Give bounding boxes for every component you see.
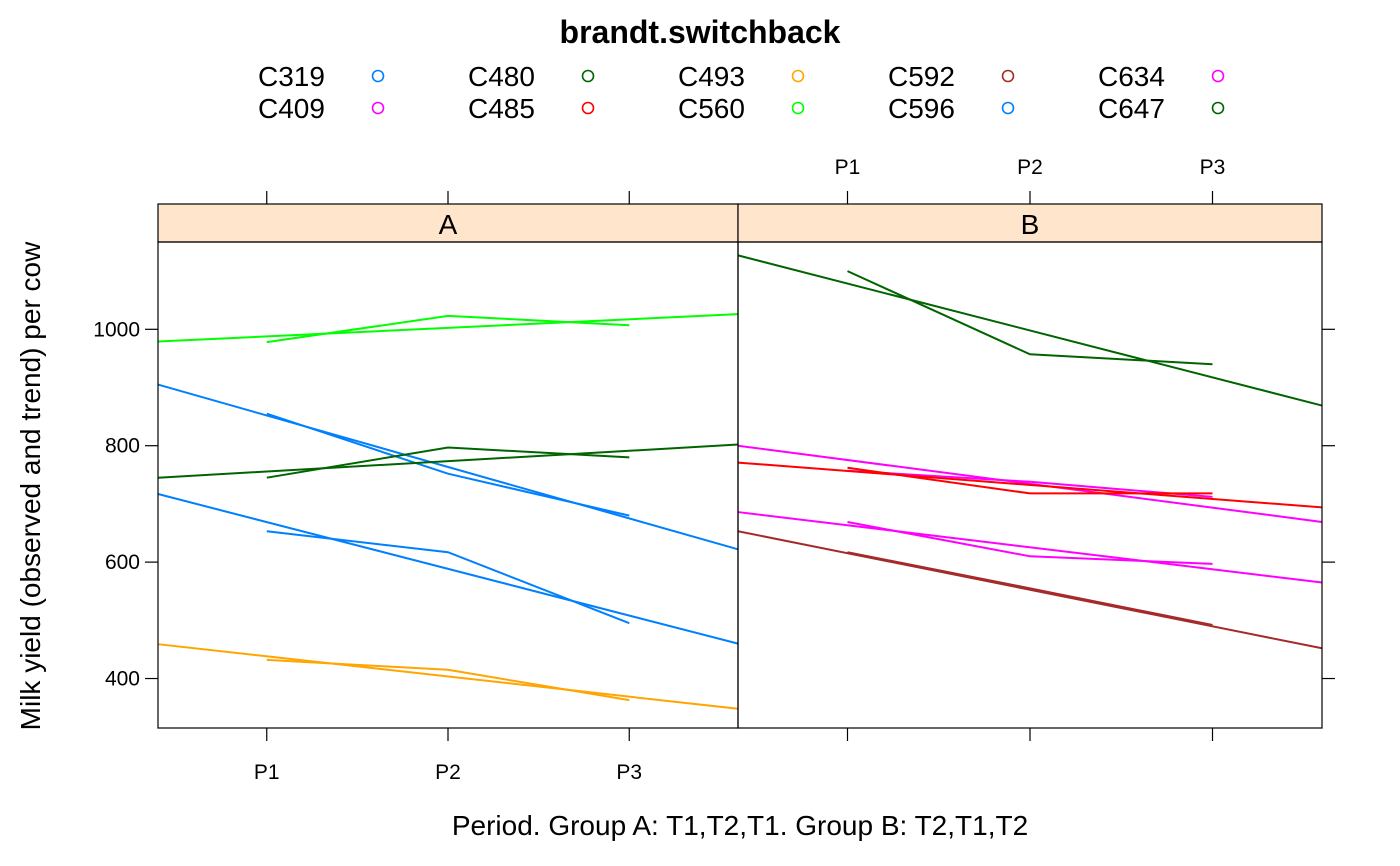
x-tick-label: P3: [616, 761, 642, 784]
observed-line-C560: [266, 314, 630, 344]
legend-label: C319: [258, 61, 325, 92]
trend-line-C647: [737, 254, 1323, 407]
panel-B: B P1 P2 P3: [737, 156, 1335, 741]
legend-marker: [791, 69, 805, 83]
legend-marker: [371, 101, 385, 115]
legend-label: C596: [888, 93, 955, 124]
x-axis-label: Period. Group A: T1,T2,T1. Group B: T2,T…: [452, 810, 1028, 841]
legend-label: C634: [1098, 61, 1165, 92]
legend-marker: [1211, 69, 1225, 83]
trend-line-C480: [157, 443, 739, 479]
trend-line-C592: [737, 530, 1323, 650]
observed-line-C592: [847, 551, 1213, 626]
plot-panels: A P1 P2 P3 400 600 800 1000 B P1 P2 P3: [93, 156, 1335, 784]
legend-marker: [1001, 69, 1015, 83]
legend-marker: [1001, 101, 1015, 115]
legend-label: C480: [468, 61, 535, 92]
trend-line-C409: [737, 511, 1323, 584]
observed-line-C634: [847, 469, 1213, 498]
observed-line-C409: [847, 521, 1213, 565]
panel-A: A P1 P2 P3 400 600 800 1000: [93, 191, 739, 784]
trend-line-C634: [737, 444, 1323, 523]
observed-line-C647: [847, 270, 1213, 366]
observed-line-C480: [266, 446, 630, 479]
trend-line-C596: [157, 493, 739, 645]
x-tick-label: P2: [1017, 156, 1043, 179]
x-tick-label: P3: [1200, 156, 1226, 179]
observed-line-C596: [266, 530, 630, 625]
legend-marker: [1211, 101, 1225, 115]
legend-label: C493: [678, 61, 745, 92]
legend-marker: [791, 101, 805, 115]
trend-line-C493: [157, 643, 739, 710]
legend-label: C485: [468, 93, 535, 124]
legend-marker: [581, 101, 595, 115]
x-tick-label: P1: [835, 156, 861, 179]
y-axis-label: Milk yield (observed and trend) per cow: [15, 241, 46, 730]
legend-label: C647: [1098, 93, 1165, 124]
legend-label: C592: [888, 61, 955, 92]
y-tick-label: 1000: [93, 318, 140, 341]
strip-label: A: [439, 209, 458, 240]
observed-line-C493: [266, 658, 630, 702]
legend-marker: [581, 69, 595, 83]
chart-title: brandt.switchback: [560, 14, 841, 50]
legend-marker: [371, 69, 385, 83]
trend-line-C560: [157, 313, 739, 343]
trend-line-C485: [737, 461, 1323, 509]
trend-line-C319: [157, 383, 739, 551]
x-tick-label: P1: [254, 761, 280, 784]
legend-label: C560: [678, 93, 745, 124]
observed-line-C319: [266, 412, 630, 517]
legend-label: C409: [258, 93, 325, 124]
x-tick-label: P2: [435, 761, 461, 784]
observed-line-C485: [847, 466, 1213, 495]
y-tick-label: 800: [105, 435, 140, 458]
strip-label: B: [1021, 209, 1040, 240]
y-tick-label: 400: [105, 668, 140, 691]
strip: [157, 203, 739, 243]
y-tick-label: 600: [105, 551, 140, 574]
